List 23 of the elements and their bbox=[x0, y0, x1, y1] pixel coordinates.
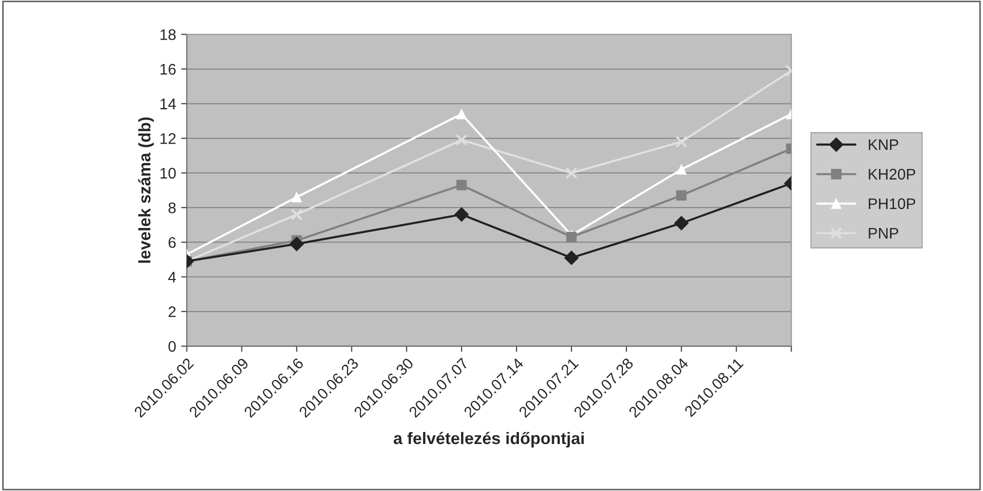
y-tick-label: 14 bbox=[160, 98, 176, 110]
y-tick-label: 8 bbox=[168, 202, 176, 214]
x-axis-title: a felvételezés időpontjai bbox=[394, 432, 584, 448]
y-tick-label: 12 bbox=[160, 133, 176, 144]
y-axis-title: levelek száma (db) bbox=[138, 117, 154, 263]
point bbox=[456, 108, 467, 120]
point bbox=[456, 134, 468, 146]
point bbox=[564, 250, 579, 266]
y-tick-label: 4 bbox=[168, 272, 176, 282]
legend-label: PH10P bbox=[868, 198, 916, 210]
y-tick-label: 10 bbox=[160, 168, 176, 179]
legend-label: PNP bbox=[868, 228, 898, 238]
y-tick-label: 16 bbox=[160, 64, 176, 75]
point bbox=[454, 207, 469, 222]
y-tick-label: 6 bbox=[168, 237, 176, 248]
legend-label: KH20P bbox=[868, 168, 916, 180]
y-tick-label: 18 bbox=[160, 29, 176, 40]
y-tick-label: 2 bbox=[168, 306, 176, 318]
point bbox=[566, 167, 578, 179]
point bbox=[456, 180, 467, 190]
point bbox=[675, 136, 688, 148]
legend-label: KNP bbox=[868, 139, 898, 150]
y-tick-label: 0 bbox=[168, 341, 176, 352]
